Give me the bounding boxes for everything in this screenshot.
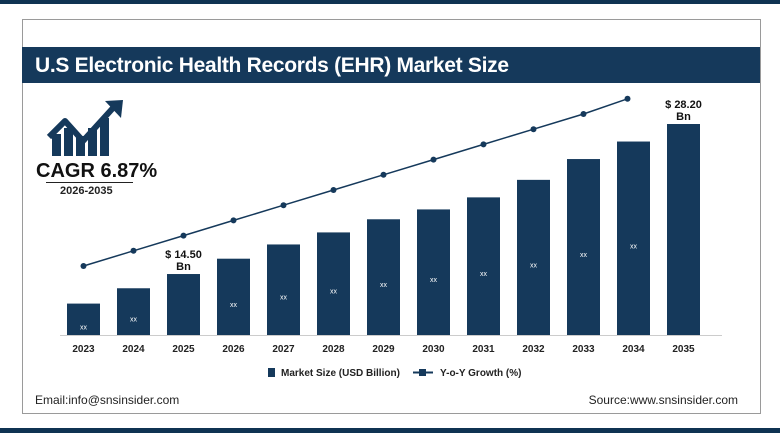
footer-source: Source:www.snsinsider.com: [588, 393, 738, 407]
bar-2027: [267, 244, 300, 335]
footer-email: Email:info@snsinsider.com: [35, 393, 180, 407]
growth-line: [83, 98, 628, 267]
cagr-period: 2026-2035: [60, 185, 113, 197]
bar-2028: [317, 232, 350, 335]
legend-yoy-growth: Y-o-Y Growth (%): [440, 368, 521, 379]
x-tick-2034: 2034: [622, 344, 645, 355]
top-bar: [0, 0, 780, 4]
growth-point-2026: [230, 217, 237, 224]
bar-label-2030: xx: [430, 277, 438, 284]
x-tick-2033: 2033: [572, 344, 595, 355]
bar-2034: [617, 141, 650, 335]
x-tick-2030: 2030: [422, 344, 445, 355]
growth-point-2024: [130, 247, 137, 254]
growth-point-2030: [430, 156, 437, 163]
cagr-divider: [46, 182, 133, 183]
bar-2031: [467, 197, 500, 335]
bar-2029: [367, 219, 400, 335]
bar-2033: [567, 159, 600, 335]
growth-point-2029: [380, 171, 387, 178]
growth-point-2034: [624, 95, 631, 102]
bar-label-2028: xx: [330, 289, 338, 296]
bar-2035: [667, 124, 700, 335]
bar-label-2026: xx: [230, 302, 238, 309]
annotation-unit-2035: Bn: [676, 111, 691, 123]
bottom-bar: [0, 428, 780, 433]
bar-2030: [417, 209, 450, 335]
bar-2032: [517, 179, 550, 335]
growth-point-2032: [530, 126, 537, 133]
x-tick-2023: 2023: [72, 344, 95, 355]
growth-point-2031: [480, 141, 487, 148]
x-tick-2027: 2027: [272, 344, 295, 355]
legend-bar-swatch: [268, 368, 275, 377]
growth-point-2028: [330, 187, 337, 193]
x-tick-2028: 2028: [322, 344, 345, 355]
bar-label-2023: xx: [80, 324, 88, 331]
bar-label-2031: xx: [480, 271, 488, 278]
growth-point-2025: [180, 232, 187, 239]
legend-market-size: Market Size (USD Billion): [281, 368, 400, 379]
title-bar: [22, 47, 760, 83]
annotation-value-2035: $ 28.20: [665, 99, 702, 111]
bar-label-2034: xx: [630, 243, 638, 250]
x-tick-2024: 2024: [122, 344, 145, 355]
bar-2024: [117, 288, 150, 335]
bar-2026: [217, 258, 250, 335]
bar-label-2024: xx: [130, 317, 138, 324]
x-tick-2026: 2026: [222, 344, 245, 355]
bar-label-2029: xx: [380, 282, 388, 289]
bar-2025: [167, 274, 200, 335]
x-tick-2032: 2032: [522, 344, 545, 355]
x-tick-2029: 2029: [372, 344, 395, 355]
legend-line-marker: [419, 369, 426, 376]
growth-point-2033: [580, 111, 587, 117]
growth-point-2027: [280, 202, 287, 209]
growth-point-2023: [80, 263, 87, 269]
x-tick-2035: 2035: [672, 344, 695, 355]
bar-label-2033: xx: [580, 252, 588, 259]
x-tick-2031: 2031: [472, 344, 495, 355]
x-tick-2025: 2025: [172, 344, 195, 355]
bar-label-2027: xx: [280, 295, 288, 302]
bar-label-2032: xx: [530, 262, 538, 269]
annotation-value-2025: $ 14.50: [165, 249, 202, 261]
annotation-unit-2025: Bn: [176, 261, 191, 273]
chart-title: U.S Electronic Health Records (EHR) Mark…: [35, 54, 509, 77]
bar-2023: [67, 303, 100, 335]
cagr-value: CAGR 6.87%: [36, 160, 158, 182]
